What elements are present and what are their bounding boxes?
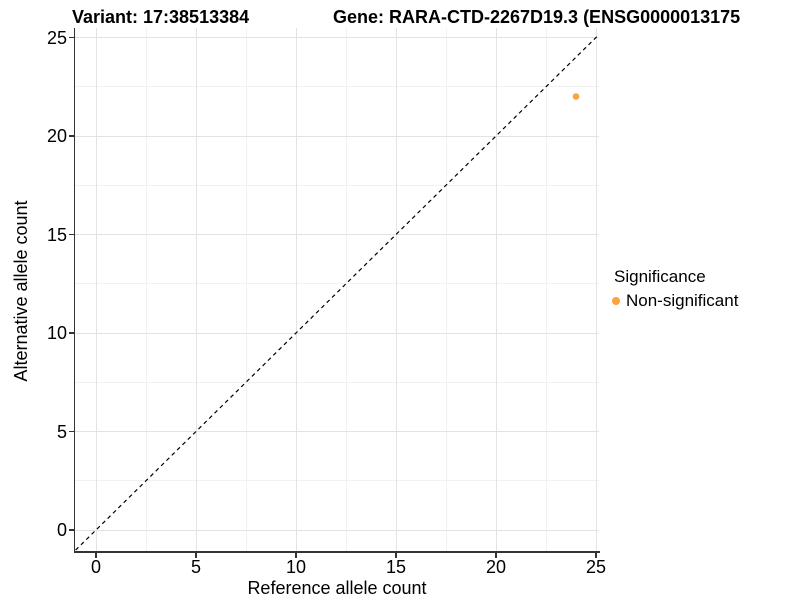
x-axis-tick [495, 553, 497, 558]
major-gridline-horizontal [75, 234, 599, 235]
major-gridline-vertical [395, 28, 397, 552]
y-tick-label: 15 [46, 224, 67, 245]
major-gridline-horizontal [75, 135, 599, 137]
plot-draw-layer [75, 33, 599, 551]
major-gridline-horizontal [75, 529, 599, 531]
x-tick-label: 25 [585, 557, 607, 577]
y-axis-line [73, 27, 76, 553]
major-gridline-horizontal [75, 332, 599, 334]
y-axis-tick [68, 529, 74, 531]
x-axis-tick [295, 553, 297, 558]
minor-gridline-vertical [145, 28, 147, 552]
minor-gridline-horizontal [75, 283, 599, 285]
major-gridline-vertical [495, 28, 497, 552]
data-point [572, 93, 580, 100]
x-axis-title: Reference allele count [247, 578, 427, 598]
x-tick-label: 20 [485, 557, 507, 577]
legend: Significance Non-significant [612, 266, 738, 311]
minor-gridline-horizontal [75, 480, 599, 482]
plot-title-gene: Gene: RARA-CTD-2267D19.3 (ENSG0000013175 [333, 7, 741, 27]
y-tick-label: 0 [56, 520, 67, 540]
x-axis-tick [195, 553, 197, 558]
y-axis-tick [68, 332, 74, 334]
major-gridline-vertical [95, 28, 97, 552]
x-tick-label: 0 [90, 557, 101, 577]
x-axis-line [73, 551, 600, 553]
major-gridline-vertical [195, 28, 197, 552]
major-gridline-horizontal [75, 431, 599, 432]
y-tick-label: 5 [56, 421, 67, 442]
minor-gridline-horizontal [75, 381, 599, 383]
y-axis-tick [68, 36, 74, 39]
x-axis-tick [395, 553, 397, 558]
y-tick-label: 10 [46, 323, 67, 343]
minor-gridline-vertical [345, 28, 347, 552]
x-tick-label: 10 [285, 557, 307, 577]
y-axis-title: Alternative allele count [11, 200, 31, 382]
minor-gridline-horizontal [75, 184, 599, 186]
plot-title-variant: Variant: 17:38513384 [72, 7, 250, 27]
major-gridline-vertical [295, 28, 297, 552]
legend-key-dot-icon [612, 297, 620, 305]
y-tick-label: 25 [46, 27, 67, 48]
y-axis-tick [68, 233, 74, 236]
y-axis-tick [68, 430, 74, 433]
identity-dashed-line [75, 33, 599, 551]
x-axis-tick [595, 553, 597, 558]
x-tick-label: 5 [190, 557, 201, 577]
y-tick-label: 20 [46, 126, 67, 146]
y-axis-tick [68, 135, 74, 137]
minor-gridline-vertical [445, 28, 447, 552]
legend-item-non-significant: Non-significant [612, 291, 738, 311]
minor-gridline-vertical [545, 28, 547, 552]
x-tick-label: 15 [385, 557, 407, 577]
major-gridline-vertical [595, 28, 597, 552]
minor-gridline-horizontal [75, 86, 599, 88]
plot-panel [75, 28, 599, 552]
legend-item-label: Non-significant [626, 291, 739, 310]
x-axis-tick [95, 553, 97, 558]
major-gridline-horizontal [75, 37, 599, 38]
legend-title: Significance [614, 267, 706, 286]
minor-gridline-vertical [245, 28, 247, 552]
